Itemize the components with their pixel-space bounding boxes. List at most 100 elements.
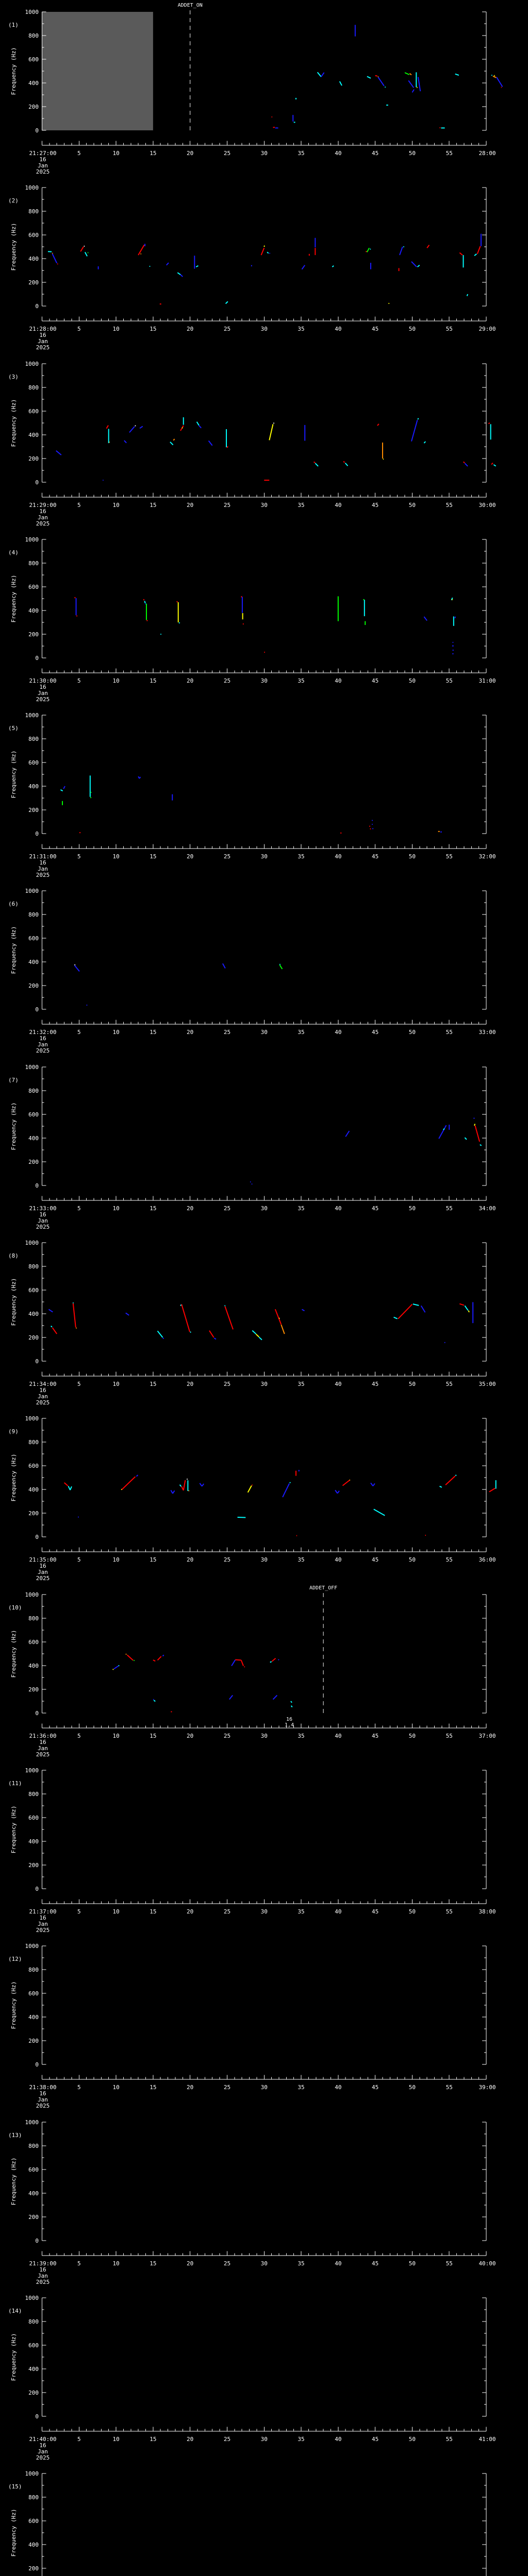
x-tick-label: 50 <box>409 1556 416 1563</box>
y-tick-label: 400 <box>28 2190 39 2197</box>
detection-segment <box>279 964 283 970</box>
x-tick-label: 30 <box>261 502 268 509</box>
detection-segment <box>408 80 415 88</box>
date-label: 16 <box>39 1739 46 1745</box>
x-tick-label: 35 <box>298 150 304 157</box>
x-tick-label: 50 <box>409 1029 416 1036</box>
y-axis-title: Frequency (Hz) <box>10 47 17 95</box>
y-tick-label: 800 <box>28 2494 39 2501</box>
date-label: 16 <box>39 156 46 163</box>
x-tick-label: 25 <box>224 677 230 684</box>
y-tick-label: 200 <box>28 455 39 462</box>
x-tick-label: 10 <box>112 2260 119 2267</box>
detection-segment <box>474 253 477 257</box>
x-tick-label: 20 <box>187 1733 193 1739</box>
y-tick-label: 1000 <box>25 2470 39 2477</box>
x-tick-label: 45 <box>372 677 378 684</box>
date-label: Jan <box>38 2273 48 2279</box>
panel-number-label: (12) <box>8 1956 22 1962</box>
y-tick-label: 1000 <box>25 2119 39 2126</box>
date-label: 16 <box>39 1035 46 1042</box>
detection-segment <box>280 1324 285 1334</box>
x-tick-label: 50 <box>409 2436 416 2443</box>
detection-segment <box>143 599 145 601</box>
x-tick-label: 10 <box>112 1733 119 1739</box>
x-tick-label: 10 <box>112 2084 119 2091</box>
start-time-label: 21:35:00 <box>29 1556 57 1563</box>
detection-segment <box>464 1137 467 1140</box>
detection-segment <box>393 1316 398 1319</box>
x-tick-label: 40 <box>335 150 341 157</box>
end-time-label: 32:00 <box>478 853 496 860</box>
x-tick-label: 5 <box>77 1029 81 1036</box>
detection-segment <box>51 1325 53 1328</box>
x-tick-label: 35 <box>298 1908 304 1915</box>
detection-segment <box>313 461 316 464</box>
detection-segment <box>301 1309 305 1312</box>
detection-segment <box>474 1125 481 1142</box>
x-tick-label: 20 <box>187 1381 193 1387</box>
x-tick-label: 50 <box>409 1908 416 1915</box>
detection-segment <box>224 1306 234 1330</box>
end-time-label: 33:00 <box>478 1029 496 1036</box>
y-tick-label: 400 <box>28 80 39 87</box>
detection-segment <box>173 438 175 441</box>
y-tick-label: 0 <box>35 1534 39 1540</box>
end-time-label: 34:00 <box>478 1205 496 1212</box>
panel-number-label: (5) <box>8 725 19 732</box>
x-tick-label: 40 <box>335 1733 341 1739</box>
detection-segment <box>63 1482 69 1486</box>
detection-segment <box>370 1482 374 1486</box>
x-tick-label: 45 <box>372 1381 378 1387</box>
panel-number-label: (10) <box>8 1604 22 1611</box>
x-tick-label: 30 <box>261 677 268 684</box>
start-time-label: 21:38:00 <box>29 2084 57 2091</box>
date-label: 2025 <box>36 1575 50 1582</box>
detection-segment <box>113 1665 119 1670</box>
start-time-label: 21:28:00 <box>29 326 57 332</box>
detection-segment <box>282 1483 290 1498</box>
date-label: Jan <box>38 162 48 169</box>
y-axis-title: Frequency (Hz) <box>10 399 17 447</box>
y-tick-label: 600 <box>28 408 39 415</box>
detection-segment <box>133 1659 135 1662</box>
x-tick-label: 35 <box>298 326 304 332</box>
detection-segment <box>231 1659 236 1666</box>
start-time-label: 21:37:00 <box>29 1908 57 1915</box>
x-tick-label: 5 <box>77 677 81 684</box>
x-tick-label: 30 <box>261 1733 268 1739</box>
end-time-label: 40:00 <box>478 2260 496 2267</box>
x-tick-label: 10 <box>112 502 119 509</box>
x-tick-label: 5 <box>77 326 81 332</box>
x-tick-label: 5 <box>77 853 81 860</box>
x-tick-label: 15 <box>150 677 156 684</box>
x-tick-label: 40 <box>335 2084 341 2091</box>
x-tick-label: 5 <box>77 1556 81 1563</box>
date-label: 2025 <box>36 2103 50 2109</box>
x-tick-label: 10 <box>112 1381 119 1387</box>
panel-number-label: (1) <box>8 22 19 28</box>
detection-segment <box>153 1700 156 1702</box>
detection-segment <box>464 1305 469 1311</box>
y-tick-label: 400 <box>28 256 39 262</box>
detection-segment <box>247 1485 252 1493</box>
date-label: 2025 <box>36 168 50 175</box>
y-tick-label: 0 <box>35 2061 39 2068</box>
y-tick-label: 600 <box>28 935 39 942</box>
date-label: 16 <box>39 859 46 866</box>
y-tick-label: 400 <box>28 1135 39 1142</box>
x-tick-label: 15 <box>150 150 156 157</box>
x-tick-label: 10 <box>112 1908 119 1915</box>
sub-annotation: 16 <box>286 1717 292 1722</box>
x-tick-label: 20 <box>187 1908 193 1915</box>
panel-number-label: (11) <box>8 1780 22 1787</box>
date-label: Jan <box>38 2096 48 2103</box>
start-time-label: 21:32:00 <box>29 1029 57 1036</box>
x-tick-label: 35 <box>298 677 304 684</box>
y-tick-label: 1000 <box>25 361 39 367</box>
detection-segment <box>208 440 213 446</box>
detection-segment <box>332 265 334 267</box>
